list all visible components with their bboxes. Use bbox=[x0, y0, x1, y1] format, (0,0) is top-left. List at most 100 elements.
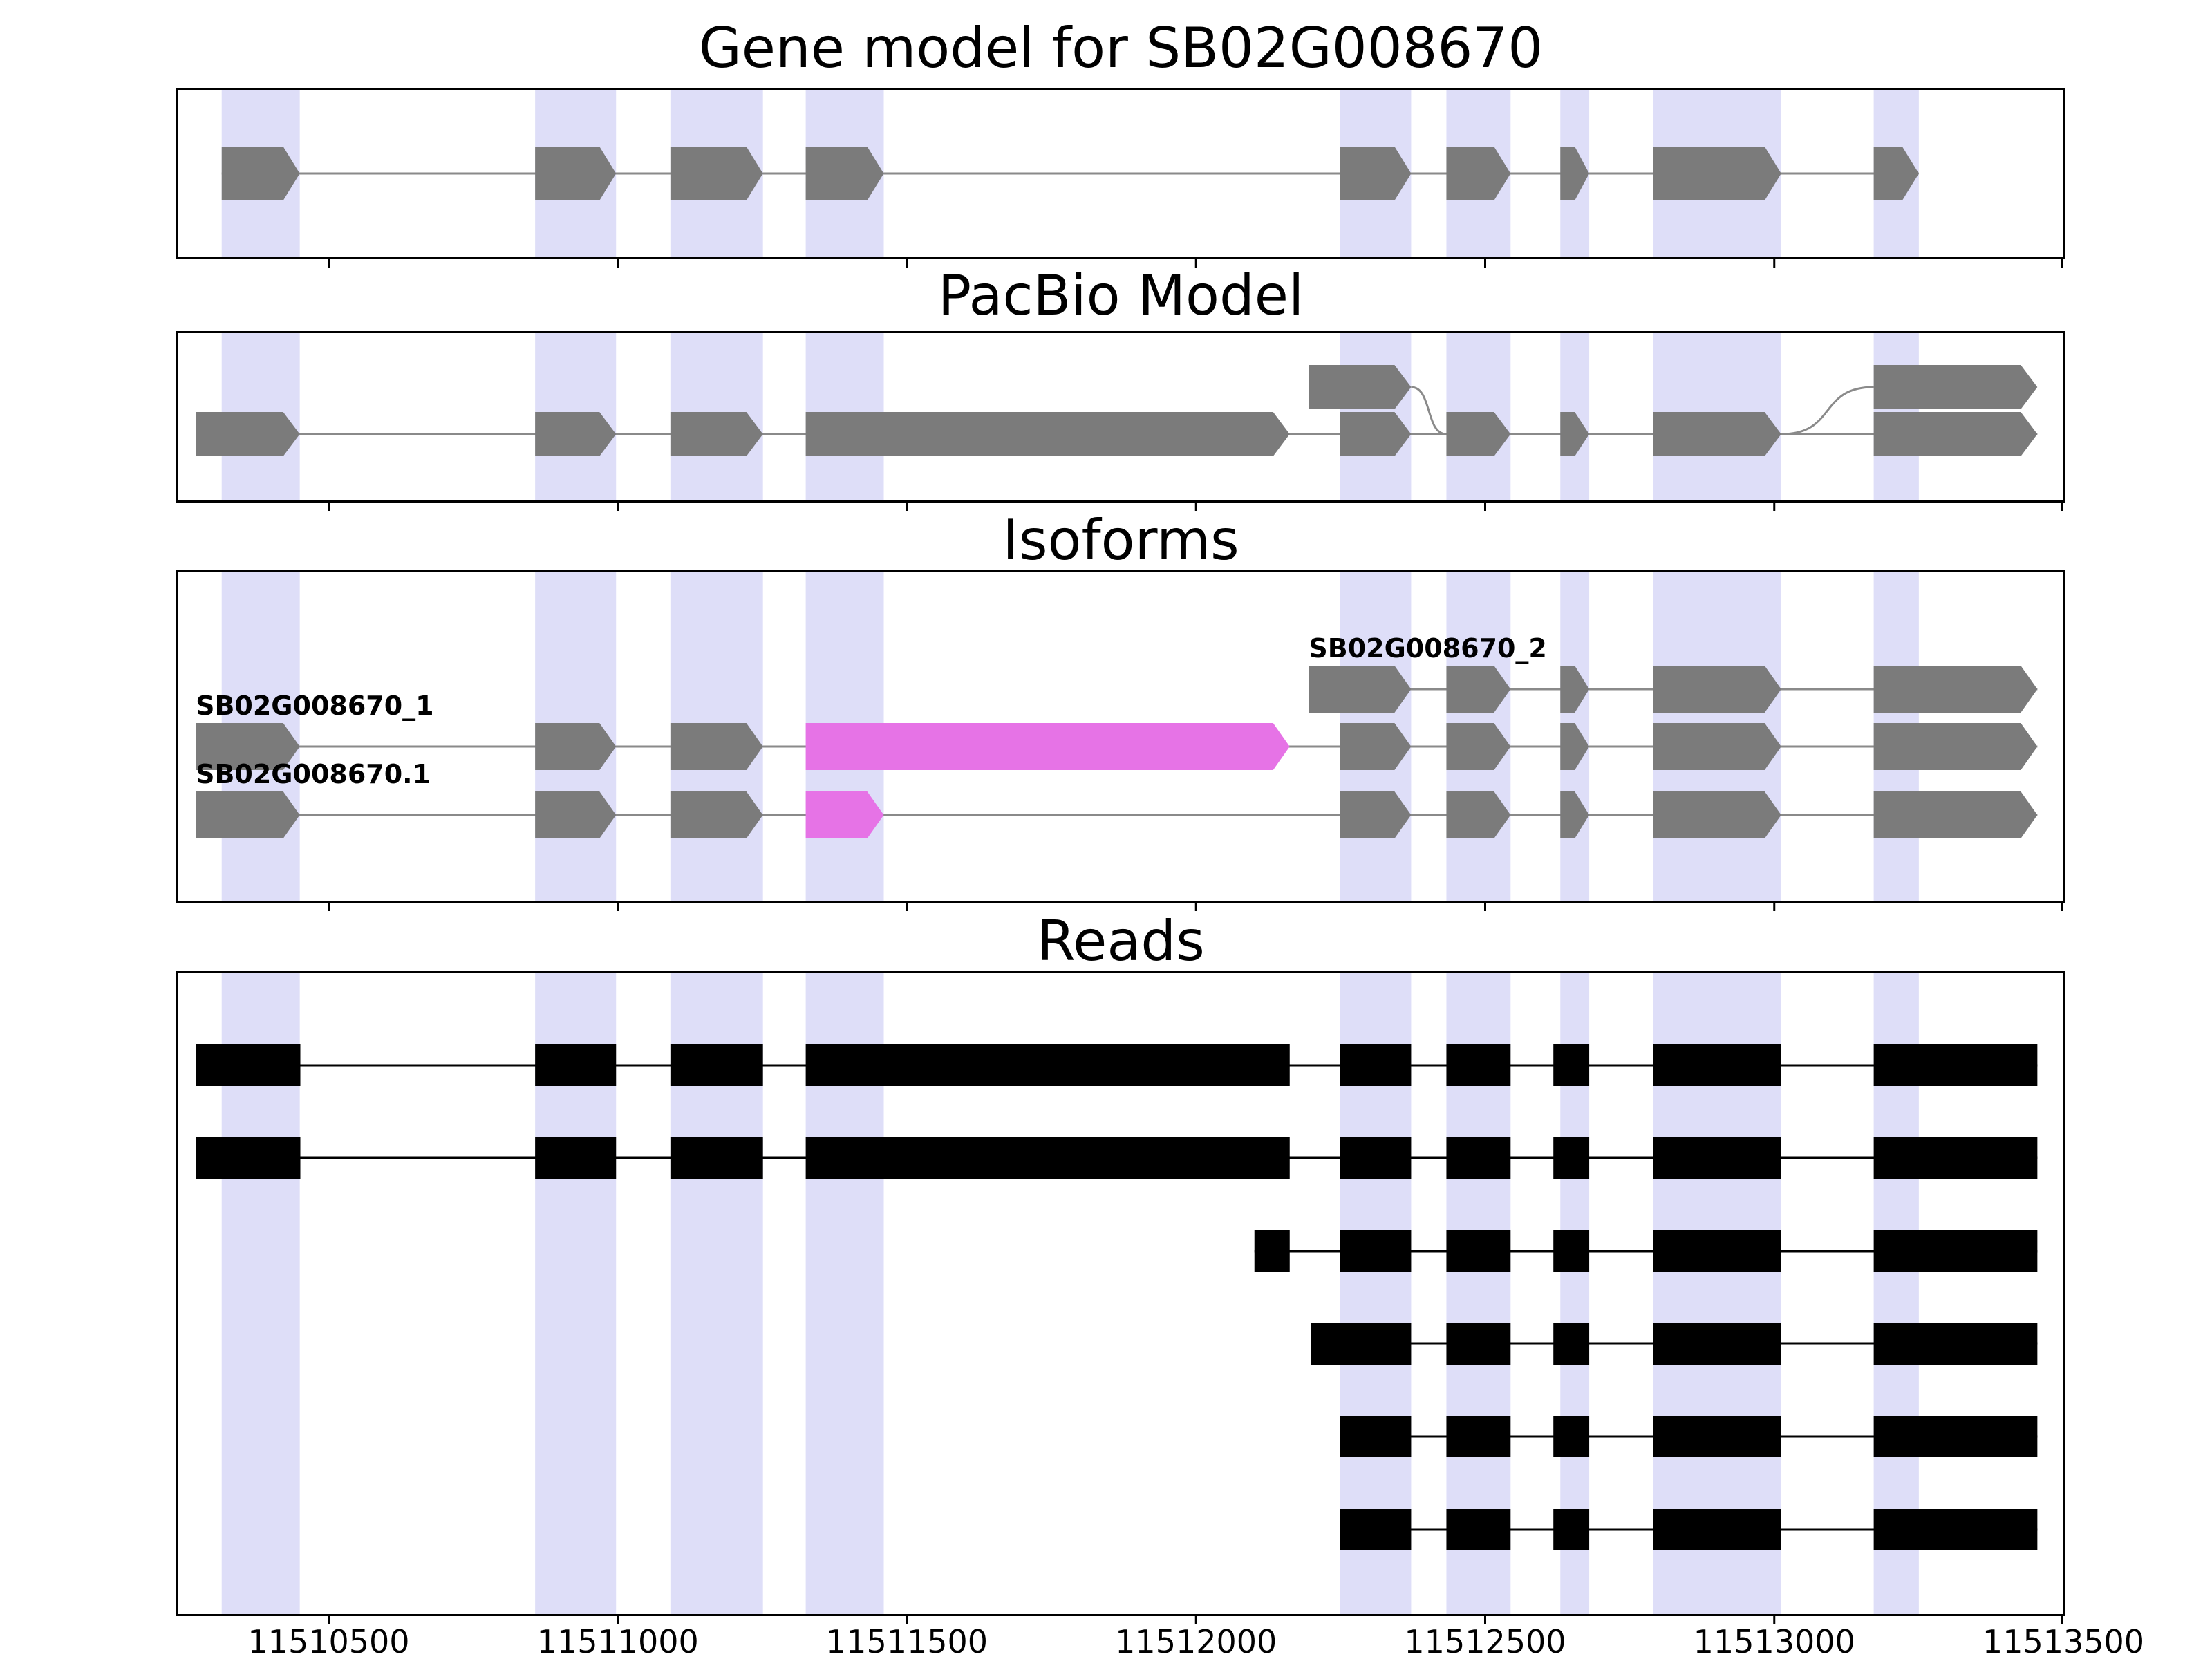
exon bbox=[1446, 666, 1511, 713]
read-exon bbox=[1446, 1044, 1511, 1086]
read-exon bbox=[1340, 1230, 1412, 1272]
exon bbox=[1340, 723, 1412, 770]
exon bbox=[1309, 666, 1412, 713]
exon bbox=[1873, 723, 2038, 770]
novel-exon bbox=[805, 791, 884, 838]
isoform-label: SB02G008670.1 bbox=[196, 759, 431, 789]
gene-model-title: Gene model for SB02G008670 bbox=[698, 16, 1544, 80]
read-exon bbox=[1873, 1323, 2038, 1365]
read-exon bbox=[1653, 1323, 1781, 1365]
gene-model-track bbox=[221, 90, 1919, 257]
read-exon bbox=[1553, 1137, 1590, 1179]
isoforms-title: Isoforms bbox=[1002, 508, 1239, 572]
exon bbox=[1653, 723, 1781, 770]
x-axis-labels: 11510500 11511000 11511500 11512000 11512500… bbox=[0, 1626, 2212, 1659]
exon bbox=[1340, 791, 1412, 838]
exon bbox=[1873, 412, 2038, 456]
exon bbox=[196, 412, 300, 456]
isoform-label: SB02G008670_1 bbox=[196, 691, 434, 721]
pacbio-title: PacBio Model bbox=[937, 263, 1304, 328]
read-exon bbox=[1254, 1230, 1290, 1272]
read-exon bbox=[1873, 1044, 2038, 1086]
exon bbox=[1446, 723, 1511, 770]
read-exon bbox=[1653, 1044, 1781, 1086]
read-exon bbox=[1653, 1509, 1781, 1550]
exon bbox=[1309, 365, 1412, 409]
exon bbox=[1560, 723, 1590, 770]
read-exon bbox=[1553, 1416, 1590, 1457]
read-exon bbox=[1553, 1509, 1590, 1550]
exon bbox=[1446, 791, 1511, 838]
read-exon bbox=[196, 1137, 301, 1179]
exon bbox=[1340, 147, 1412, 200]
pacbio-track bbox=[196, 333, 2038, 500]
exon bbox=[1560, 791, 1590, 838]
splice-junction-curve bbox=[1781, 386, 1874, 435]
exon bbox=[1560, 666, 1590, 713]
exon bbox=[1560, 147, 1590, 200]
exon bbox=[535, 412, 617, 456]
exon bbox=[1873, 666, 2038, 713]
read-exon bbox=[196, 1044, 301, 1086]
axis-tick-label: 11512500 bbox=[1404, 1623, 1566, 1659]
pacbio-axis-ticks bbox=[327, 503, 2063, 511]
read-exon bbox=[1340, 1416, 1412, 1457]
exon bbox=[1873, 147, 1919, 200]
read-exon bbox=[1553, 1230, 1590, 1272]
reads-track bbox=[196, 973, 2038, 1614]
read-exon bbox=[1446, 1509, 1511, 1550]
exon bbox=[805, 147, 884, 200]
exon bbox=[535, 723, 617, 770]
read-exon bbox=[535, 1137, 617, 1179]
read-exon bbox=[1446, 1323, 1511, 1365]
isoforms-track: SB02G008670_2 SB02G008670_1 SB02G008670.1 bbox=[196, 572, 2038, 901]
read-exon bbox=[1340, 1137, 1412, 1179]
exon bbox=[670, 412, 763, 456]
exon bbox=[805, 412, 1290, 456]
read-exon bbox=[805, 1137, 1290, 1179]
axis-tick-label: 11510500 bbox=[247, 1623, 410, 1659]
read-exon bbox=[1873, 1137, 2038, 1179]
exon bbox=[670, 723, 763, 770]
exon bbox=[196, 723, 300, 770]
read-exon bbox=[670, 1044, 763, 1086]
exon bbox=[1446, 147, 1511, 200]
read-exon bbox=[535, 1044, 617, 1086]
read-exon bbox=[1446, 1230, 1511, 1272]
gene-model-axis-ticks bbox=[327, 259, 2063, 268]
read-exon bbox=[1553, 1044, 1590, 1086]
splice-junction-curve bbox=[1411, 386, 1447, 435]
read-exon bbox=[1873, 1230, 2038, 1272]
exon bbox=[1560, 412, 1590, 456]
gene-model-panel bbox=[176, 88, 2065, 259]
read-exon bbox=[1311, 1323, 1412, 1365]
read-exon bbox=[1653, 1416, 1781, 1457]
read-exon bbox=[1340, 1509, 1412, 1550]
read-exon bbox=[1653, 1230, 1781, 1272]
exon bbox=[1873, 791, 2038, 838]
exon bbox=[1653, 412, 1781, 456]
read-exon bbox=[670, 1137, 763, 1179]
exon bbox=[670, 147, 763, 200]
read-exon bbox=[1446, 1416, 1511, 1457]
exon bbox=[535, 791, 617, 838]
exon bbox=[221, 147, 300, 200]
reads-title: Reads bbox=[1037, 909, 1205, 973]
exon bbox=[1653, 147, 1781, 200]
read-exon bbox=[1873, 1416, 2038, 1457]
pacbio-panel bbox=[176, 331, 2065, 503]
isoforms-panel: SB02G008670_2 SB02G008670_1 SB02G008670.1 bbox=[176, 570, 2065, 903]
exon bbox=[1446, 412, 1511, 456]
exon bbox=[1653, 666, 1781, 713]
reads-panel bbox=[176, 971, 2065, 1616]
exon bbox=[1873, 365, 2038, 409]
novel-exon bbox=[805, 723, 1290, 770]
axis-tick-label: 11512000 bbox=[1115, 1623, 1277, 1659]
exon bbox=[1653, 791, 1781, 838]
read-exon bbox=[1873, 1509, 2038, 1550]
axis-tick-label: 11513000 bbox=[1693, 1623, 1855, 1659]
axis-tick-label: 11511500 bbox=[825, 1623, 988, 1659]
read-exon bbox=[1553, 1323, 1590, 1365]
exon bbox=[1340, 412, 1412, 456]
